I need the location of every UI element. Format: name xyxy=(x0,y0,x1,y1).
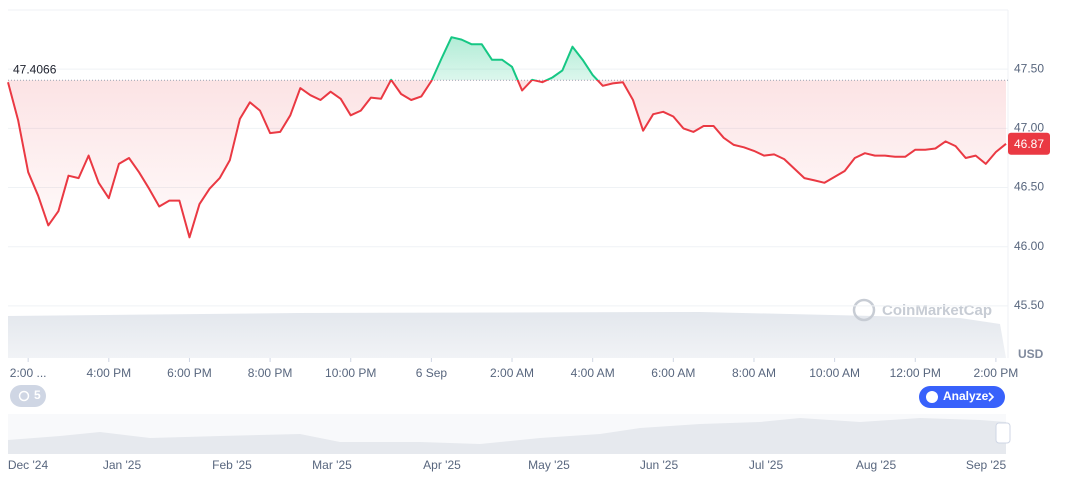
current-price-label: 46.87 xyxy=(1014,137,1044,151)
navigator-label: Aug '25 xyxy=(856,458,897,472)
volume-area xyxy=(8,312,1006,358)
navigator-label: Jun '25 xyxy=(640,458,679,472)
x-tick-label: 2:00 PM xyxy=(974,366,1019,380)
x-tick-label: 4:00 AM xyxy=(571,366,615,380)
analyze-label: Analyze xyxy=(943,389,989,403)
x-tick-label: 4:00 PM xyxy=(86,366,131,380)
x-tick-label: 6 Sep xyxy=(416,366,448,380)
navigator-label: Jul '25 xyxy=(749,458,784,472)
price-line xyxy=(7,36,1007,239)
x-tick-label: 12:00 PM xyxy=(890,366,941,380)
y-tick-label: 46.00 xyxy=(1014,239,1044,253)
x-tick-label: 10:00 AM xyxy=(809,366,860,380)
x-tick-label: 2:00 ... xyxy=(10,366,47,380)
x-tick-label: 8:00 PM xyxy=(248,366,293,380)
x-tick-label: 10:00 PM xyxy=(325,366,376,380)
navigator-label: Jan '25 xyxy=(103,458,142,472)
analyze-button[interactable]: Analyze xyxy=(919,386,1005,408)
navigator-label: Feb '25 xyxy=(212,458,252,472)
current-price-tag xyxy=(1008,132,1050,155)
history-count: 5 xyxy=(34,388,41,402)
history-icon xyxy=(18,390,30,402)
navigator-label: May '25 xyxy=(528,458,570,472)
analyze-button-bg xyxy=(919,386,1005,408)
navigator-label: Mar '25 xyxy=(312,458,352,472)
history-button[interactable]: 5 xyxy=(10,385,46,407)
navigator-area xyxy=(8,418,1006,454)
y-tick-label: 45.50 xyxy=(1014,298,1044,312)
x-tick-label: 2:00 AM xyxy=(490,366,534,380)
x-tick-label: 8:00 AM xyxy=(732,366,776,380)
navigator-handle[interactable] xyxy=(995,422,1011,444)
reference-label: 47.4066 xyxy=(13,62,57,76)
analyze-arrow xyxy=(988,392,995,402)
navigator-label: Sep '25 xyxy=(966,458,1007,472)
navigator-label: Dec '24 xyxy=(8,458,49,472)
area-fill xyxy=(8,37,1006,238)
y-tick-label: 46.50 xyxy=(1014,180,1044,194)
y-tick-label: 47.50 xyxy=(1014,61,1044,75)
y-tick-label: 47.00 xyxy=(1014,121,1044,135)
x-tick-label: 6:00 PM xyxy=(167,366,212,380)
watermark-logo xyxy=(852,298,876,322)
navigator-label: Apr '25 xyxy=(423,458,461,472)
analyze-icon xyxy=(926,391,938,403)
currency-label: USD xyxy=(1018,347,1044,361)
watermark-text: CoinMarketCap xyxy=(882,302,992,319)
x-tick-label: 6:00 AM xyxy=(651,366,695,380)
